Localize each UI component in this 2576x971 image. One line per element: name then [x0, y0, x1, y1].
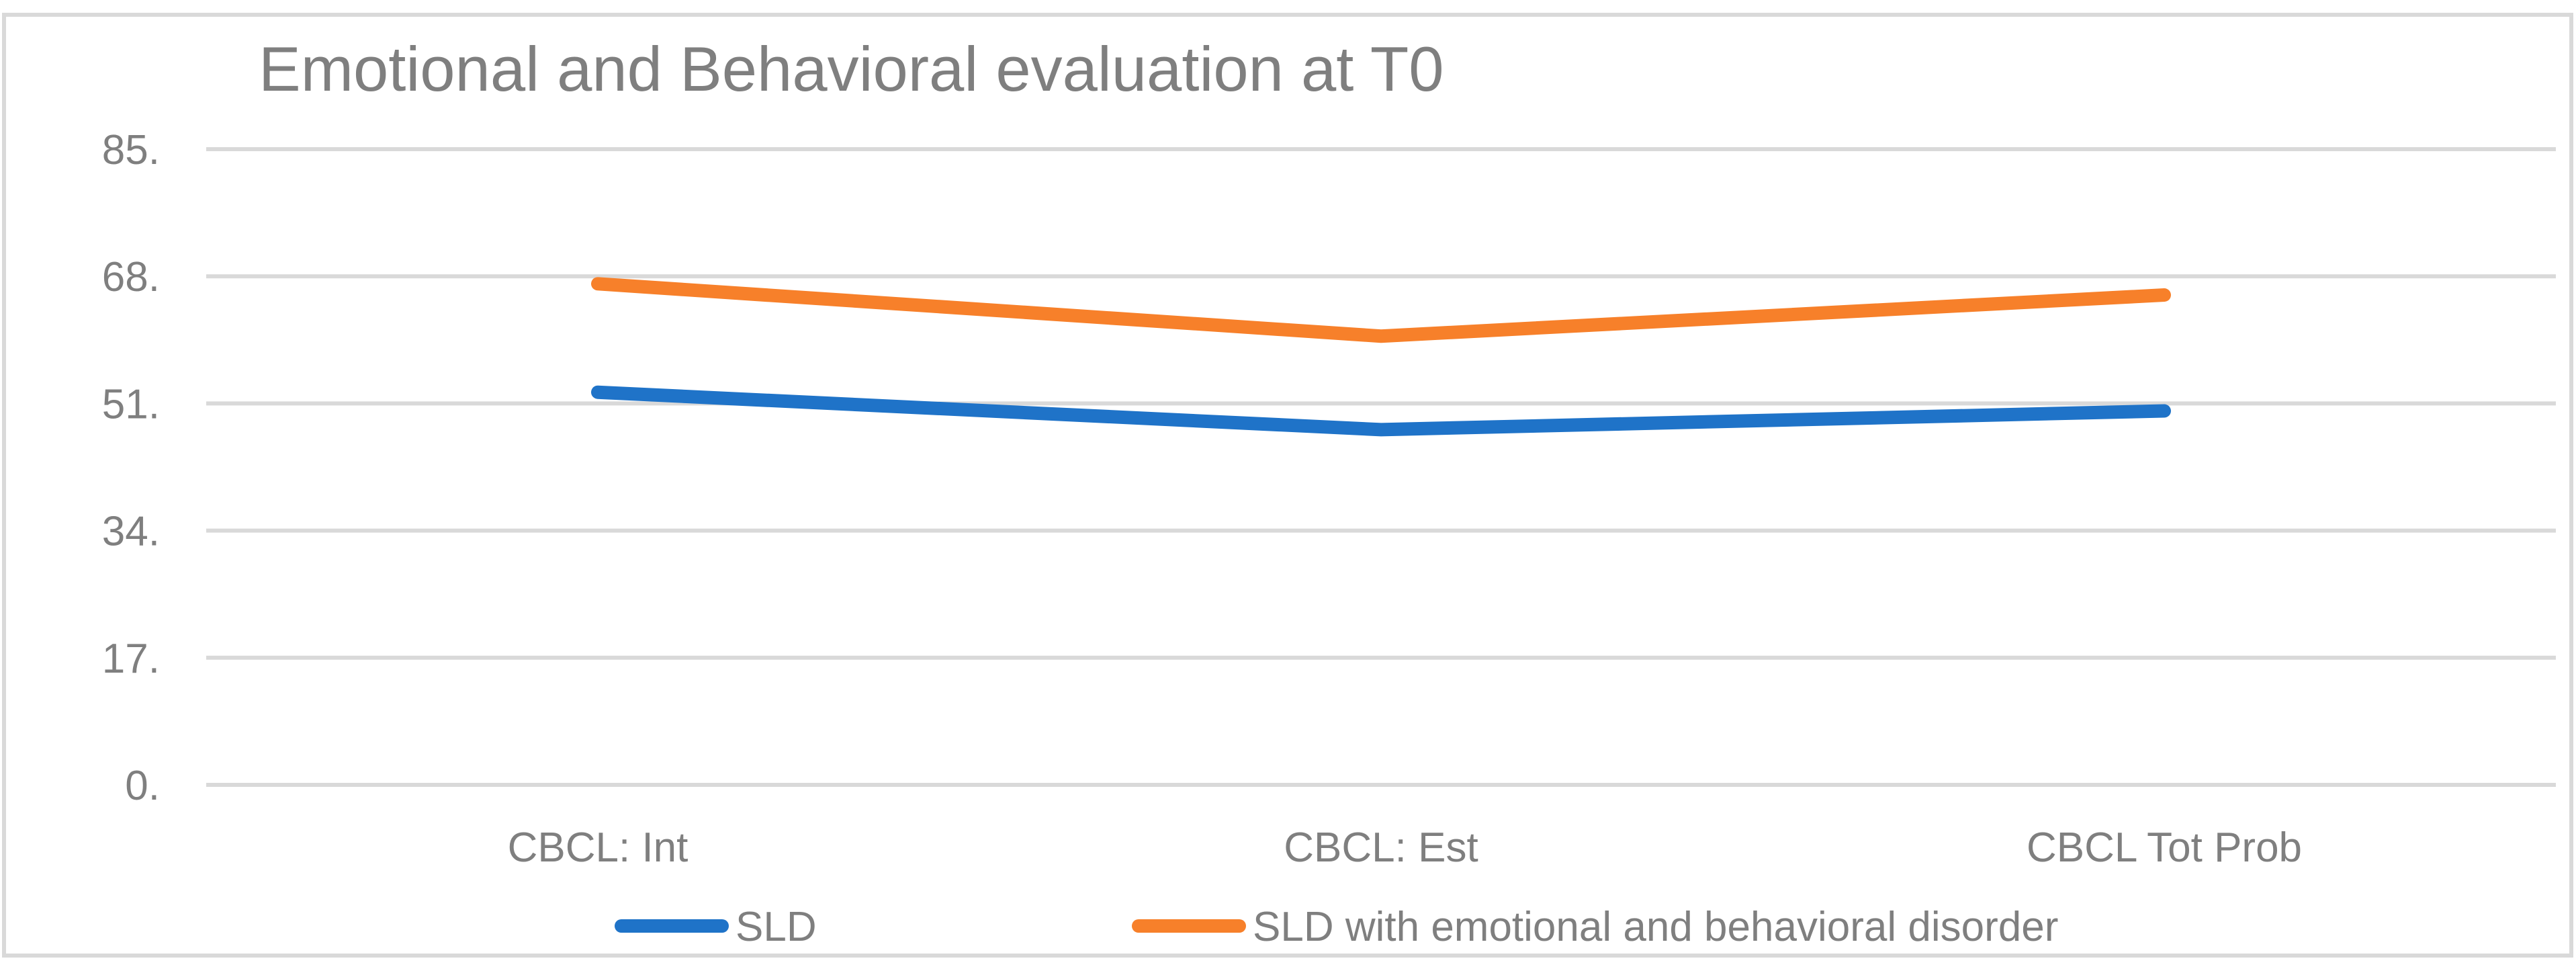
data-point	[597, 391, 598, 393]
data-point	[2164, 410, 2165, 412]
data-point	[2164, 294, 2165, 296]
data-point	[1380, 335, 1382, 337]
series-lines	[591, 277, 2171, 437]
y-tick-label: 51.	[102, 381, 160, 427]
chart-title: Emotional and Behavioral evaluation at T…	[259, 34, 1444, 104]
y-tick-label: 85.	[102, 127, 160, 173]
y-tick-label: 68.	[102, 254, 160, 300]
y-tick-label: 17.	[102, 636, 160, 682]
data-point	[1380, 429, 1382, 431]
legend: SLD SLD with emotional and behavioral dis…	[615, 904, 2058, 950]
x-axis-ticks: CBCL: Int CBCL: Est CBCL Tot Prob	[508, 825, 2302, 871]
x-tick-label: CBCL Tot Prob	[2027, 825, 2302, 871]
x-tick-label: CBCL: Est	[1284, 825, 1478, 871]
legend-label: SLD with emotional and behavioral disord…	[1253, 904, 2058, 950]
y-tick-label: 0.	[125, 763, 160, 809]
x-tick-label: CBCL: Int	[508, 825, 689, 871]
data-point	[597, 283, 598, 285]
chart-border	[2, 13, 2573, 958]
y-axis-ticks: 0. 17. 34. 51. 68. 85.	[102, 127, 160, 809]
grid-lines	[206, 147, 2556, 787]
legend-label: SLD	[736, 904, 817, 950]
y-tick-label: 34.	[102, 509, 160, 555]
